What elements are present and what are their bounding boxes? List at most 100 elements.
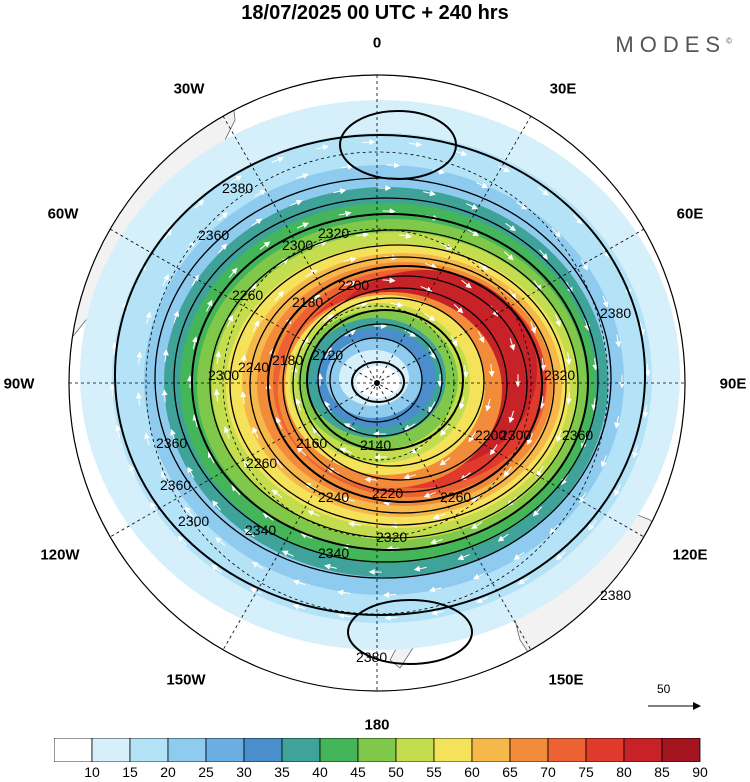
wind-vector: [252, 320, 259, 332]
wind-vector: [364, 476, 378, 483]
lon-label-60e: 60E: [676, 205, 704, 223]
contour-label: 2300: [500, 427, 531, 443]
wind-vector: [508, 288, 517, 300]
wind-vector: [383, 591, 397, 598]
chart-title: 18/07/2025 00 UTC + 240 hrs: [241, 2, 509, 24]
colorbar-swatch: [129, 738, 169, 762]
wind-vector: [424, 262, 438, 269]
wind-vector: [509, 338, 516, 351]
wind-vector: [565, 352, 572, 366]
wind-vector: [230, 175, 242, 183]
wind-vector: [170, 429, 176, 442]
reference-vector-label: 50: [657, 682, 671, 696]
wind-vector: [240, 391, 247, 405]
wind-vector: [343, 280, 357, 287]
contour-label: 2260: [246, 455, 277, 471]
wind-vector: [467, 229, 480, 237]
wind-vector: [338, 210, 352, 217]
wind-vector: [644, 363, 651, 377]
colorbar-swatch: [319, 738, 359, 762]
wind-vector: [403, 423, 416, 431]
wind-vector: [505, 222, 516, 232]
wind-vector: [161, 471, 168, 484]
wind-vector: [194, 199, 205, 209]
wind-vector: [271, 489, 283, 499]
wind-vector: [129, 464, 136, 477]
wind-vector: [277, 258, 289, 267]
colorbar-tick-label: 75: [578, 764, 594, 780]
colorbar-tick-label: 40: [312, 764, 328, 780]
wind-vector: [430, 538, 443, 545]
wind-vector: [162, 274, 169, 286]
contour-label: 2320: [544, 367, 575, 383]
wind-vector: [588, 519, 597, 531]
wind-vector: [390, 301, 404, 308]
wind-vector: [614, 415, 621, 429]
wind-vector: [227, 314, 234, 327]
wind-vector: [601, 455, 607, 468]
colorbar-tick-label: 35: [274, 764, 290, 780]
contour-label: 2360: [198, 227, 229, 243]
wind-vector: [163, 229, 172, 241]
wind-vector: [440, 243, 453, 250]
wind-vector: [211, 564, 222, 573]
wind-vector: [453, 303, 464, 314]
wind-vector: [337, 589, 351, 596]
wind-vector: [250, 587, 262, 595]
wind-vector: [323, 314, 335, 323]
wind-vector: [573, 214, 583, 225]
wind-vector: [356, 231, 370, 238]
wind-vector: [420, 285, 433, 293]
wind-vector: [477, 261, 489, 271]
colorbar-tick-label: 85: [654, 764, 670, 780]
wind-vector: [579, 491, 587, 504]
wind-vector: [244, 528, 255, 538]
wind-speed-field: [80, 100, 680, 650]
colorbar-swatch: [205, 738, 245, 762]
wind-vector: [162, 349, 169, 363]
wind-vector: [592, 357, 599, 371]
wind-vector: [536, 465, 544, 477]
contour-label: 2380: [222, 180, 253, 196]
wind-vector: [386, 545, 400, 552]
brand-name: MODES: [615, 32, 727, 57]
wind-vector: [461, 279, 472, 289]
wind-vector: [324, 346, 332, 359]
map-disk: [69, 75, 685, 691]
colorbar-tick-label: 70: [540, 764, 556, 780]
contour-label: 2340: [245, 522, 276, 538]
wind-vector: [424, 313, 436, 322]
colorbar-tick-label: 60: [464, 764, 480, 780]
wind-vector: [488, 364, 495, 378]
wind-vector: [468, 431, 477, 443]
colorbar-tick-label: 55: [426, 764, 442, 780]
wind-vector: [428, 586, 442, 593]
colorbar-swatch: [281, 738, 321, 762]
contour-label: 2180: [272, 352, 303, 368]
wind-vector: [428, 347, 436, 360]
wind-vector: [533, 280, 542, 292]
colorbar-tick-label: 80: [616, 764, 632, 780]
colorbar-tick-label: 90: [692, 764, 708, 780]
wind-vector: [489, 444, 498, 456]
colorbar-swatch: [661, 738, 701, 762]
wind-vector: [215, 350, 222, 364]
wind-vector: [215, 537, 226, 547]
wind-vector: [231, 484, 241, 496]
pole-marker: [374, 380, 380, 386]
wind-vector: [281, 550, 294, 557]
wind-vector: [513, 551, 525, 560]
wind-vector: [300, 532, 313, 539]
wind-vector: [423, 491, 436, 498]
wind-vector: [642, 405, 649, 419]
contour-label: 2200: [338, 277, 369, 293]
contour-labels: 2380 2360 2320 2300 2260 2200 2180 2300 …: [156, 180, 631, 665]
wind-vector: [252, 426, 259, 439]
lon-label-120w: 120W: [40, 546, 80, 564]
lon-label-90w: 90W: [3, 375, 35, 393]
contour-label: 2120: [312, 347, 343, 363]
colorbar-tick-label: 50: [388, 764, 404, 780]
colorbar-tick-label: 65: [502, 764, 518, 780]
wind-vector: [614, 484, 621, 497]
